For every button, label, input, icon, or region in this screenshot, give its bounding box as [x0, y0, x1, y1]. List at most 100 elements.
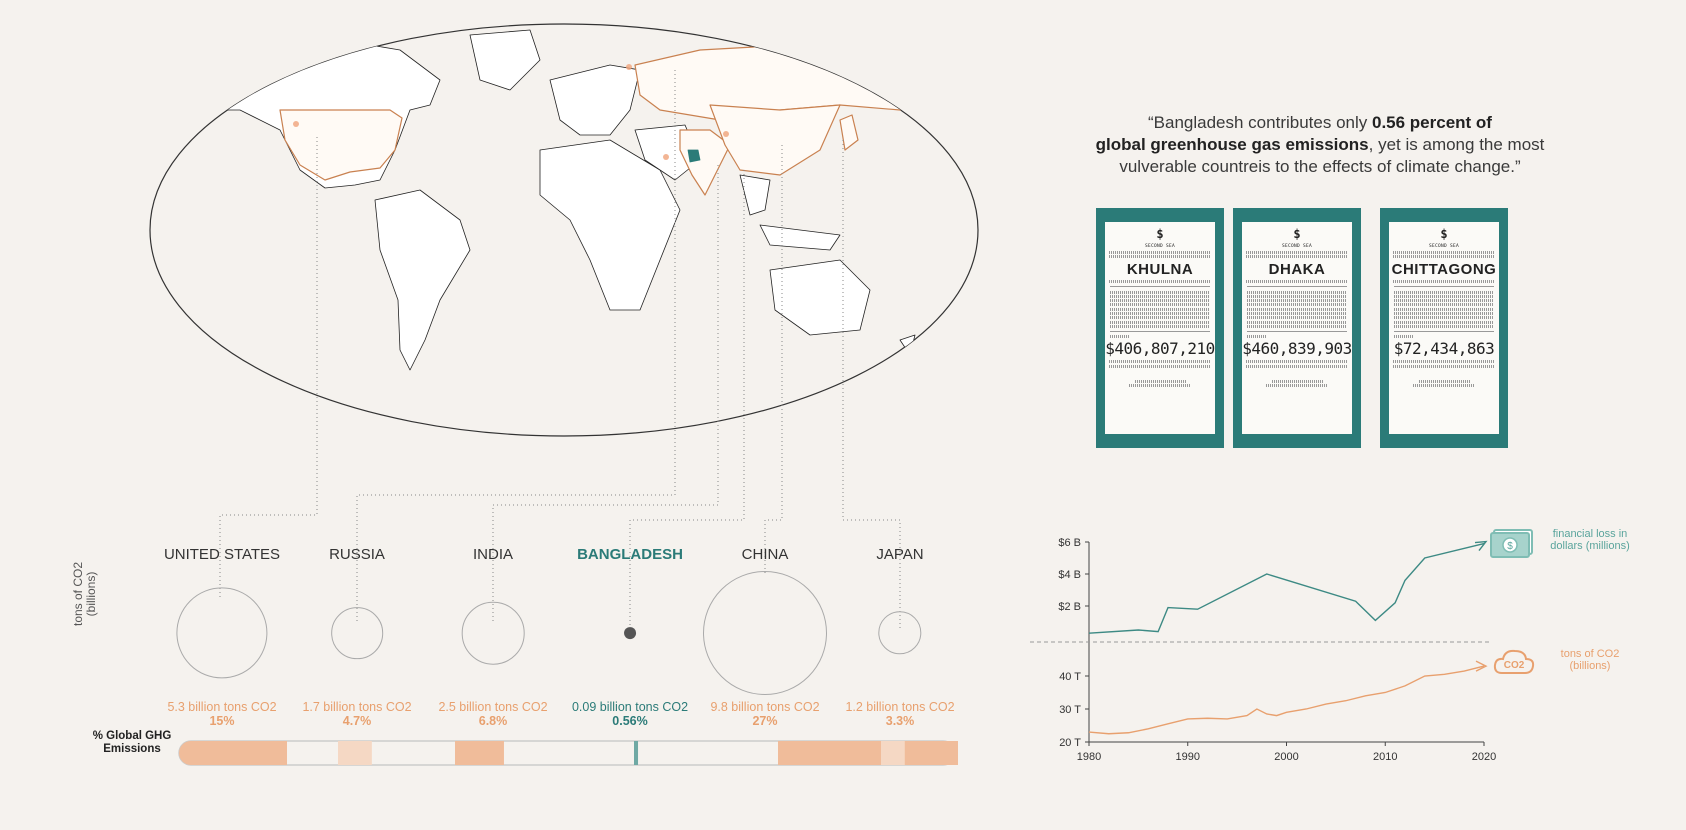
x-tick-label: 2020 — [1472, 751, 1496, 763]
country-label-united-states: UNITED STATES — [163, 546, 281, 563]
map-india — [679, 129, 731, 196]
y-tick-label: $6 B — [1058, 537, 1081, 549]
money-series-line — [1088, 542, 1485, 634]
receipt-rows — [1394, 286, 1494, 328]
dollar-icon: $ — [1440, 227, 1448, 241]
receipt-fineprint — [1393, 360, 1495, 368]
co2-value-text: 9.8 billion tons CO2 — [710, 700, 820, 714]
receipt-rows — [1247, 286, 1347, 328]
country-label-china: CHINA — [741, 546, 789, 563]
map-australia — [769, 259, 871, 336]
money-icon: $ — [1490, 529, 1533, 558]
ghg-percent: 0.56% — [612, 714, 648, 728]
country-label-india: INDIA — [472, 546, 514, 563]
ghg-segment — [881, 741, 905, 765]
receipt-total-line — [1110, 330, 1210, 339]
receipt-total-line — [1394, 330, 1494, 339]
x-tick-label: 2000 — [1274, 751, 1298, 763]
ghg-label: % Global GHG Emissions — [92, 730, 172, 755]
receipt-total-line — [1247, 330, 1347, 339]
co2-series-line — [1088, 665, 1485, 735]
map-europe — [549, 64, 641, 136]
country-value: 1.2 billion tons CO2 3.3% — [845, 700, 954, 728]
ghg-percent: 3.3% — [885, 714, 915, 728]
country-label-russia: RUSSIA — [329, 546, 385, 563]
receipt-rows — [1110, 286, 1210, 328]
x-tick-label: 2010 — [1373, 751, 1397, 763]
country-value: 1.7 billion tons CO2 4.7% — [302, 700, 411, 728]
dollar-icon: $ — [1293, 227, 1301, 241]
ghg-segment — [634, 741, 639, 765]
map-usa — [279, 109, 403, 181]
country-value: 9.8 billion tons CO2 27% — [710, 700, 819, 728]
receipt-amount: $406,807,210 — [1105, 339, 1215, 359]
map-africa — [539, 139, 681, 311]
dollar-icon: $ — [1156, 227, 1164, 241]
ghg-segment — [190, 741, 287, 765]
country-label-japan: JAPAN — [876, 546, 924, 563]
co2-bubble — [624, 627, 636, 639]
map-china — [709, 104, 841, 176]
co2-bubble — [878, 611, 922, 655]
world-map — [149, 23, 979, 437]
receipt-footer — [1246, 379, 1348, 387]
y-tick-label: 20 T — [1059, 737, 1081, 749]
country-value: 0.09 billion tons CO2 0.56% — [572, 700, 688, 728]
receipt-city: KHULNA — [1126, 261, 1194, 279]
y-tick-label: $4 B — [1058, 569, 1081, 581]
receipt-brand: SECOND SEA — [1144, 244, 1176, 249]
receipt-brand: SECOND SEA — [1428, 244, 1460, 249]
co2-value-text: 1.7 billion tons CO2 — [302, 700, 412, 714]
receipt-city: CHITTAGONG — [1391, 261, 1497, 279]
co2-bubble — [331, 607, 383, 659]
country-label-bangladesh: BANGLADESH — [577, 546, 683, 563]
money-arrowhead — [1474, 540, 1488, 552]
y-tick-label: $2 B — [1058, 601, 1081, 613]
co2-bubble — [176, 587, 268, 679]
line-chart: $2 B $4 B $6 B 20 T 30 T 40 T 1980 1990 2000 2010… — [1030, 537, 1496, 763]
receipt-paper: $ SECOND SEA DHAKA $460,839,903 — [1242, 222, 1352, 434]
co2-arrowhead — [1475, 660, 1488, 672]
x-tick-label: 1990 — [1176, 751, 1200, 763]
receipt-brand: SECOND SEA — [1281, 244, 1313, 249]
ghg-percent: 6.8% — [478, 714, 508, 728]
country-value: 2.5 billion tons CO2 6.8% — [438, 700, 547, 728]
receipt-fineprint — [1393, 280, 1495, 284]
ghg-percent: 27% — [752, 714, 778, 728]
co2-value-text: 1.2 billion tons CO2 — [845, 700, 955, 714]
svg-text:CO2: CO2 — [1504, 660, 1525, 671]
co2-value-text: 2.5 billion tons CO2 — [438, 700, 548, 714]
map-pins — [293, 64, 729, 160]
receipt-fineprint — [1109, 360, 1211, 368]
receipt-amount: $460,839,903 — [1242, 339, 1352, 359]
co2-legend-label: tons of CO2 (billions) — [1560, 648, 1620, 672]
receipt-city: DHAKA — [1268, 261, 1326, 279]
bubble-axis-label: tons of CO2 (billions) — [71, 561, 98, 627]
x-tick-label: 1980 — [1077, 751, 1101, 763]
receipt-amount: $72,434,863 — [1393, 339, 1495, 359]
receipt-fineprint — [1246, 251, 1348, 259]
receipt-paper: $ SECOND SEA KHULNA $406,807,210 — [1105, 222, 1215, 434]
map-bangladesh — [687, 149, 701, 163]
receipt-footer — [1109, 379, 1211, 387]
co2-bubble — [461, 601, 525, 665]
receipt-fineprint — [1393, 251, 1495, 259]
ghg-segment — [455, 741, 504, 765]
ghg-segment — [338, 741, 372, 765]
ghg-percent: 4.7% — [342, 714, 372, 728]
quote: “Bangladesh contributes only 0.56 percen… — [1095, 113, 1545, 176]
country-value: 5.3 billion tons CO2 15% — [167, 700, 276, 728]
map-south-america — [374, 189, 471, 371]
y-tick-label: 30 T — [1059, 704, 1081, 716]
receipt-fineprint — [1109, 251, 1211, 259]
svg-text:$: $ — [1507, 541, 1513, 552]
receipt-fineprint — [1246, 360, 1348, 368]
receipt-dhaka: $ SECOND SEA DHAKA $460,839,903 — [1233, 208, 1361, 448]
ghg-segment — [778, 741, 958, 765]
y-tick-label: 40 T — [1059, 671, 1081, 683]
receipt-footer — [1393, 379, 1495, 387]
co2-cloud-icon: CO2 — [1493, 649, 1535, 674]
ghg-bar — [178, 740, 958, 766]
receipt-fineprint — [1109, 280, 1211, 284]
co2-value-text: 5.3 billion tons CO2 — [167, 700, 277, 714]
